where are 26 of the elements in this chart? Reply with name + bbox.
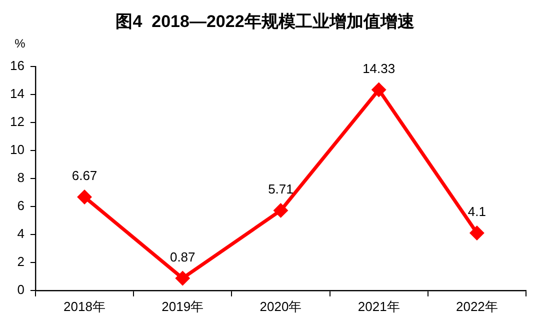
x-tick-label: 2018年 [64,298,106,314]
y-tick-label: 10 [10,142,24,157]
y-tick-label: 12 [10,114,24,129]
data-label: 5.71 [268,182,294,197]
y-tick-label: 14 [10,86,24,101]
x-tick-label: 2019年 [162,298,204,314]
y-tick-label: 6 [17,198,24,213]
data-label: 4.1 [468,204,486,220]
y-tick-label: 0 [17,282,24,297]
y-tick-label: 4 [17,226,24,241]
data-label: 0.87 [170,249,196,264]
y-tick-label: 8 [17,170,24,185]
y-axis-title: % [14,36,26,51]
point [78,190,92,204]
data-label: 6.67 [72,168,98,184]
point [176,271,190,285]
x-tick-label: 2022年 [456,298,498,314]
point [470,226,484,240]
chart-title: 图4 2018—2022年规模工业增加值增速 [116,12,414,31]
x-tick-label: 2021年 [358,298,400,314]
y-tick-label: 16 [10,58,24,73]
y-tick-label: 2 [17,254,24,269]
point [372,83,386,97]
x-tick-label: 2020年 [260,298,302,314]
point [274,204,288,218]
data-label: 14.33 [362,60,396,76]
